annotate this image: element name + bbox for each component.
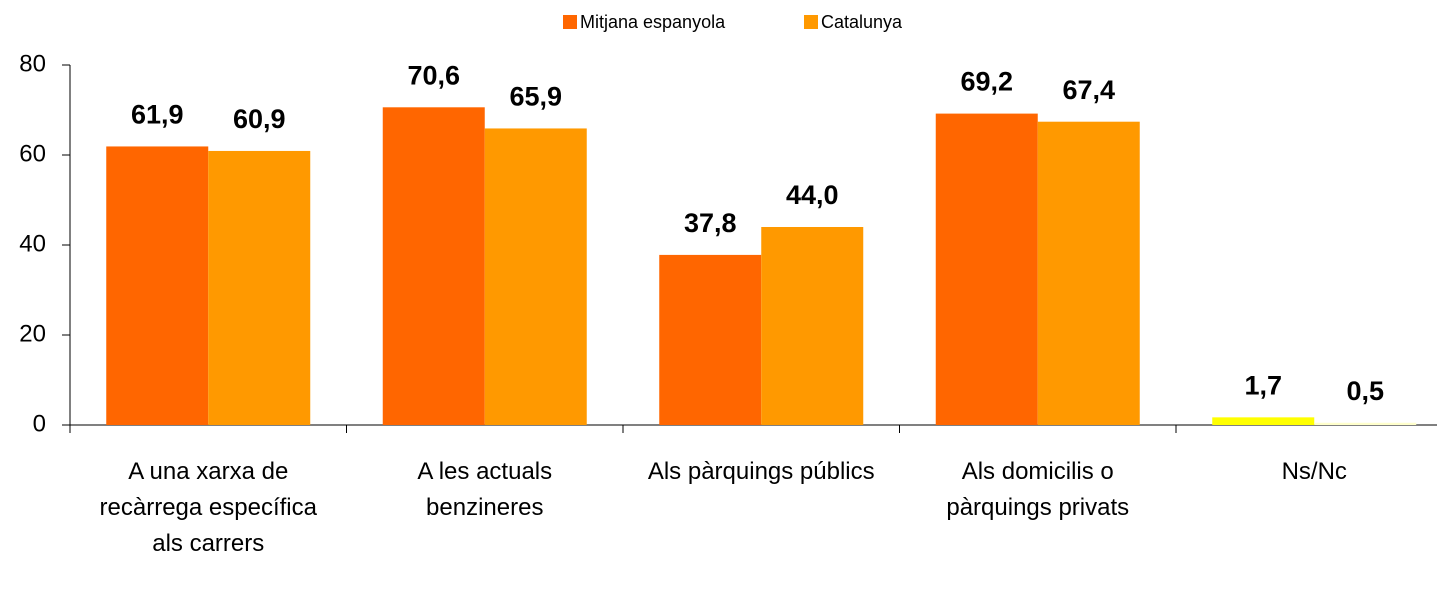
y-tick-label: 40 [19, 230, 46, 257]
bar [382, 107, 485, 426]
x-tick-label: A les actuals benzineres [417, 458, 553, 521]
data-label: 1,7 [1244, 370, 1282, 400]
x-tick-label: Als domicilis o pàrquings privats [946, 458, 1130, 521]
bar [1314, 422, 1417, 425]
bar [761, 227, 864, 425]
x-tick-label: A una xarxa de recàrrega específica als … [99, 458, 317, 557]
legend-label: Mitjana espanyola [580, 12, 726, 32]
legend-label: Catalunya [821, 12, 903, 32]
data-label: 70,6 [407, 60, 460, 90]
bar [484, 128, 587, 425]
y-tick-label: 80 [19, 50, 46, 77]
bar [659, 254, 762, 425]
y-tick-label: 20 [19, 320, 46, 347]
data-label: 37,8 [684, 208, 737, 238]
data-label: 61,9 [131, 100, 184, 130]
data-label: 69,2 [960, 67, 1013, 97]
y-tick-label: 0 [33, 410, 46, 437]
legend-swatch [804, 15, 818, 29]
bar [935, 113, 1038, 425]
data-label: 60,9 [233, 104, 286, 134]
data-label: 67,4 [1062, 75, 1115, 105]
x-tick-label: Als pàrquings públics [647, 458, 875, 485]
data-label: 65,9 [509, 82, 562, 112]
legend-swatch [563, 15, 577, 29]
bar [208, 150, 311, 425]
bar [106, 146, 209, 425]
bar [1212, 417, 1315, 425]
data-label: 0,5 [1346, 376, 1384, 406]
data-label: 44,0 [786, 180, 839, 210]
bar [1037, 121, 1140, 425]
x-tick-label: Ns/Nc [1281, 458, 1347, 485]
y-tick-label: 60 [19, 140, 46, 167]
